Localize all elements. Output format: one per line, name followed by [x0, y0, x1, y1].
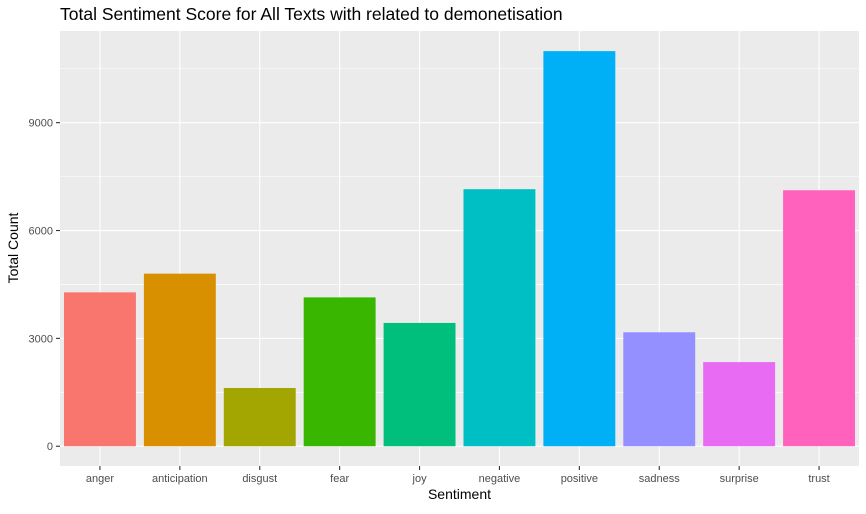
- y-tick-label: 0: [47, 441, 53, 453]
- bar-surprise: [703, 362, 776, 447]
- x-tick-label: fear: [330, 473, 349, 485]
- bar-sadness: [623, 332, 696, 447]
- x-tick-label: trust: [808, 473, 829, 485]
- y-axis-title: Total Count: [5, 212, 21, 283]
- x-tick-label: anticipation: [152, 473, 208, 485]
- bar-trust: [783, 190, 856, 447]
- bar-negative: [463, 189, 536, 447]
- bar-anger: [63, 292, 136, 447]
- bar-fear: [303, 297, 376, 447]
- bar-joy: [383, 322, 456, 447]
- y-axis: 0 3000 6000 9000: [29, 118, 60, 453]
- chart-title: Total Sentiment Score for All Texts with…: [60, 4, 563, 24]
- x-tick-label: negative: [479, 473, 521, 485]
- x-axis-title: Sentiment: [428, 486, 491, 502]
- x-axis: anger anticipation disgust fear joy negative p…: [86, 466, 830, 485]
- bar-positive: [543, 51, 616, 447]
- bars: [63, 51, 856, 447]
- x-tick-label: joy: [412, 473, 428, 485]
- x-tick-label: sadness: [639, 473, 680, 485]
- y-tick-label: 9000: [29, 118, 53, 130]
- x-tick-label: anger: [86, 473, 114, 485]
- y-tick-label: 6000: [29, 226, 53, 238]
- bar-disgust: [223, 387, 296, 447]
- x-tick-label: surprise: [720, 473, 759, 485]
- y-tick-label: 3000: [29, 333, 53, 345]
- x-tick-label: disgust: [242, 473, 277, 485]
- x-tick-label: positive: [561, 473, 598, 485]
- bar-anticipation: [143, 273, 216, 447]
